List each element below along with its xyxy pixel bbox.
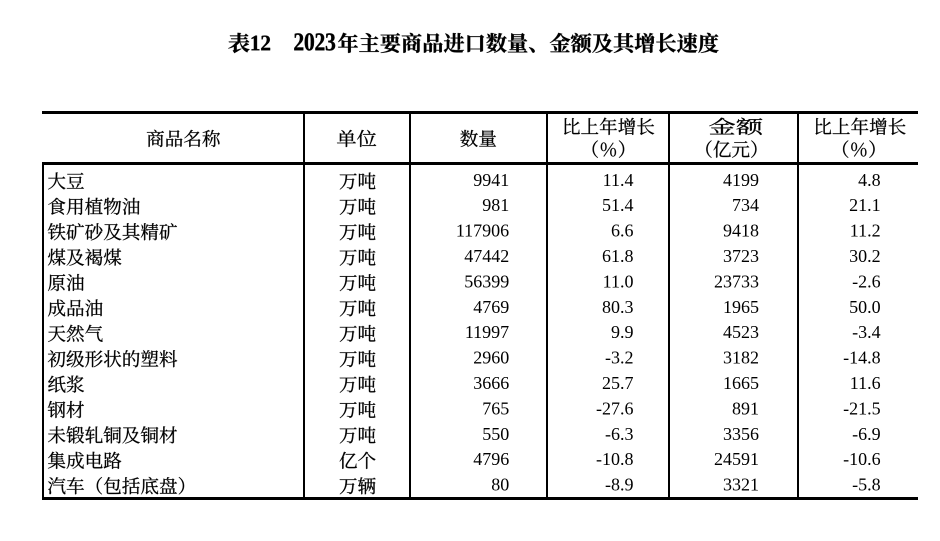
svg-text:61.8: 61.8 (602, 246, 634, 266)
svg-text:24591: 24591 (714, 449, 759, 469)
svg-text:117906: 117906 (456, 221, 509, 241)
svg-text:9.9: 9.9 (611, 322, 634, 342)
svg-text:-10.6: -10.6 (843, 449, 881, 469)
svg-text:-6.9: -6.9 (852, 424, 881, 444)
svg-text:9941: 9941 (473, 170, 509, 190)
svg-text:891: 891 (732, 398, 759, 418)
svg-text:-3.4: -3.4 (852, 322, 881, 342)
svg-text:30.2: 30.2 (849, 246, 881, 266)
svg-text:11997: 11997 (465, 322, 509, 342)
svg-text:1965: 1965 (723, 297, 759, 317)
svg-text:-21.5: -21.5 (843, 398, 881, 418)
svg-text:47442: 47442 (464, 246, 509, 266)
svg-text:6.6: 6.6 (611, 221, 634, 241)
svg-text:-5.8: -5.8 (852, 475, 881, 495)
svg-text:25.7: 25.7 (602, 373, 634, 393)
svg-text:-2.6: -2.6 (852, 271, 881, 291)
svg-text:23733: 23733 (714, 271, 759, 291)
svg-text:765: 765 (482, 398, 509, 418)
svg-text:-10.8: -10.8 (596, 449, 634, 469)
svg-text:981: 981 (482, 195, 509, 215)
svg-text:550: 550 (482, 424, 509, 444)
svg-text:80: 80 (491, 475, 509, 495)
svg-text:4.8: 4.8 (858, 170, 881, 190)
svg-text:3182: 3182 (723, 348, 759, 368)
svg-text:-6.3: -6.3 (605, 424, 634, 444)
svg-text:11.4: 11.4 (603, 170, 634, 190)
svg-text:3723: 3723 (723, 246, 759, 266)
svg-text:734: 734 (732, 195, 759, 215)
svg-text:4796: 4796 (473, 449, 509, 469)
svg-text:11.0: 11.0 (603, 271, 634, 291)
svg-text:4523: 4523 (723, 322, 759, 342)
svg-text:-8.9: -8.9 (605, 475, 634, 495)
svg-text:-14.8: -14.8 (843, 348, 881, 368)
svg-text:51.4: 51.4 (602, 195, 634, 215)
svg-text:2960: 2960 (473, 348, 509, 368)
svg-text:56399: 56399 (464, 271, 509, 291)
svg-text:4199: 4199 (723, 170, 759, 190)
svg-text:3356: 3356 (723, 424, 759, 444)
svg-text:11.6: 11.6 (850, 373, 881, 393)
svg-text:3321: 3321 (723, 475, 759, 495)
svg-text:11.2: 11.2 (850, 221, 881, 241)
svg-text:80.3: 80.3 (602, 297, 634, 317)
svg-text:1665: 1665 (723, 373, 759, 393)
svg-text:21.1: 21.1 (849, 195, 881, 215)
svg-text:9418: 9418 (723, 221, 759, 241)
svg-text:3666: 3666 (473, 373, 509, 393)
svg-text:4769: 4769 (473, 297, 509, 317)
svg-text:-3.2: -3.2 (605, 348, 634, 368)
svg-text:-27.6: -27.6 (596, 398, 634, 418)
svg-text:50.0: 50.0 (849, 297, 881, 317)
